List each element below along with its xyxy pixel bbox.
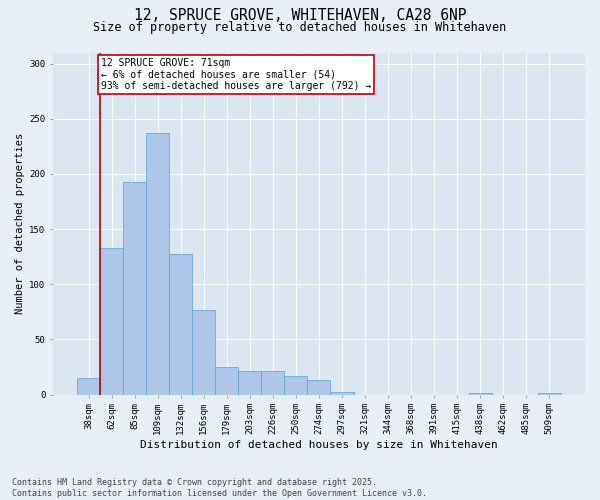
Bar [331,392,353,394]
Y-axis label: Number of detached properties: Number of detached properties [15,133,25,314]
Text: 12, SPRUCE GROVE, WHITEHAVEN, CA28 6NP: 12, SPRUCE GROVE, WHITEHAVEN, CA28 6NP [134,8,466,22]
X-axis label: Distribution of detached houses by size in Whitehaven: Distribution of detached houses by size … [140,440,498,450]
Text: Size of property relative to detached houses in Whitehaven: Size of property relative to detached ho… [94,21,506,34]
Bar [146,133,169,394]
Bar [123,182,146,394]
Bar [169,254,192,394]
Bar [215,367,238,394]
Bar [77,378,100,394]
Text: 12 SPRUCE GROVE: 71sqm
← 6% of detached houses are smaller (54)
93% of semi-deta: 12 SPRUCE GROVE: 71sqm ← 6% of detached … [101,58,371,91]
Bar [100,248,123,394]
Bar [238,372,262,394]
Text: Contains HM Land Registry data © Crown copyright and database right 2025.
Contai: Contains HM Land Registry data © Crown c… [12,478,427,498]
Bar [262,372,284,394]
Bar [284,376,307,394]
Bar [192,310,215,394]
Bar [307,380,331,394]
